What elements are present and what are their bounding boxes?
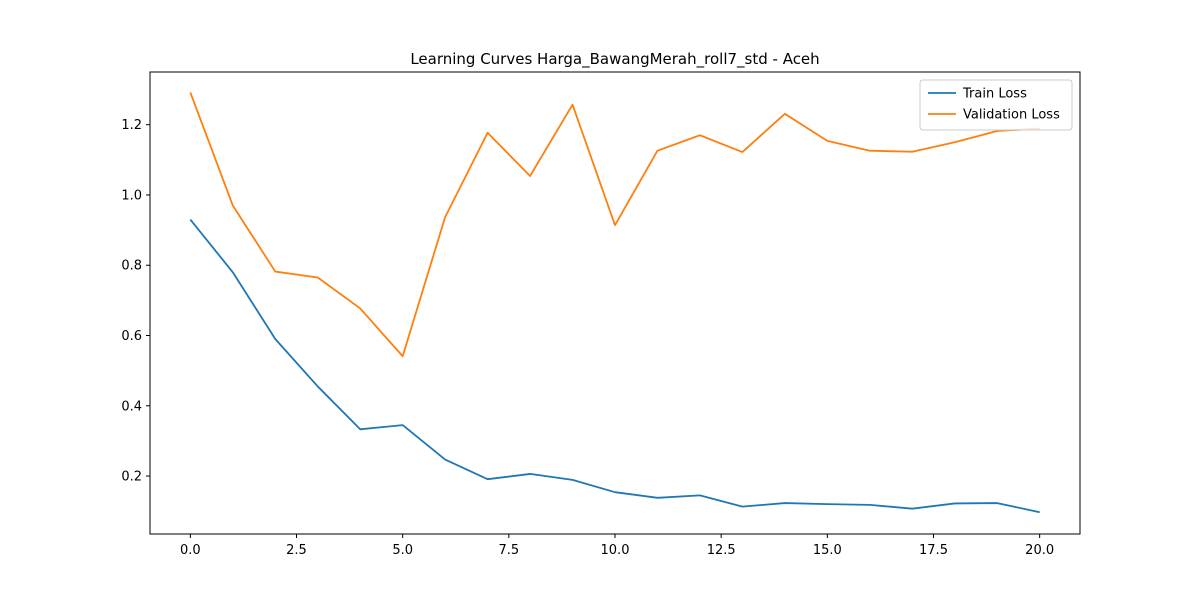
validation-loss-line bbox=[189, 92, 1040, 358]
series-lines bbox=[189, 92, 1040, 514]
y-tick-label: 1.2 bbox=[121, 118, 142, 133]
legend: Train Loss Validation Loss bbox=[919, 79, 1073, 131]
x-tick-label: 12.5 bbox=[707, 543, 736, 558]
x-tick-label: 5.0 bbox=[392, 543, 413, 558]
x-tick-label: 20.0 bbox=[1025, 543, 1054, 558]
chart-title: Learning Curves Harga_BawangMerah_roll7_… bbox=[410, 50, 819, 69]
x-tick-label: 15.0 bbox=[813, 543, 842, 558]
x-tick-label: 2.5 bbox=[286, 543, 307, 558]
legend-label-train-loss: Train Loss bbox=[962, 87, 1027, 102]
legend-box bbox=[919, 79, 1073, 131]
y-tick-label: 0.6 bbox=[121, 329, 142, 344]
plot-frame bbox=[149, 71, 1081, 535]
x-tick-label: 10.0 bbox=[601, 543, 630, 558]
x-axis-ticks: 0.0 2.5 5.0 7.5 10.0 12.5 15.0 17.5 20.0 bbox=[180, 534, 1054, 558]
legend-label-validation-loss: Validation Loss bbox=[963, 108, 1060, 123]
y-tick-label: 0.4 bbox=[121, 399, 142, 414]
x-tick-label: 17.5 bbox=[919, 543, 948, 558]
y-tick-label: 0.2 bbox=[121, 470, 142, 485]
y-tick-label: 0.8 bbox=[121, 259, 142, 274]
x-tick-label: 7.5 bbox=[498, 543, 519, 558]
x-tick-label: 0.0 bbox=[180, 543, 201, 558]
y-axis-ticks: 0.2 0.4 0.6 0.8 1.0 1.2 bbox=[121, 118, 150, 485]
y-tick-label: 1.0 bbox=[121, 188, 142, 203]
train-loss-line bbox=[189, 218, 1040, 514]
